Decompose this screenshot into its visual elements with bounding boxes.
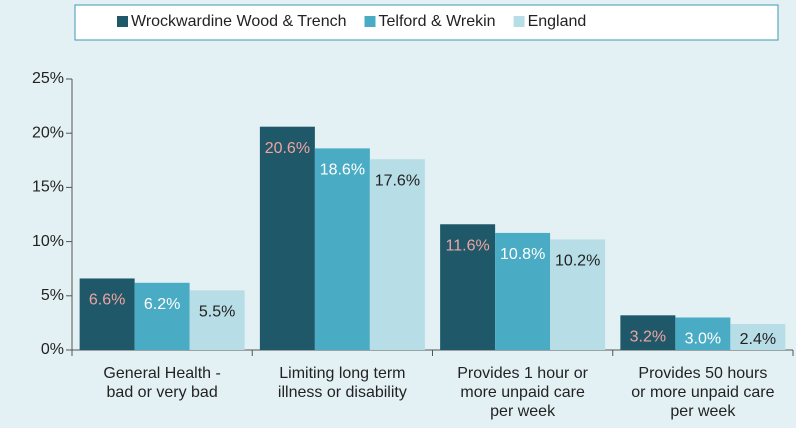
data-label: 11.6% (446, 237, 490, 254)
data-label: 6.2% (144, 296, 180, 313)
legend-swatch (513, 16, 525, 27)
legend-label: Telford & Wrekin (379, 13, 496, 30)
bar (369, 159, 425, 350)
data-label: 18.6% (320, 162, 365, 179)
data-label: 5.5% (199, 304, 235, 321)
data-label: 10.8% (500, 246, 545, 263)
legend-swatch (364, 16, 376, 27)
data-label: 6.6% (89, 292, 125, 309)
y-tick-label: 20% (32, 124, 64, 141)
x-tick-label: Provides 50 hours or more unpaid care per … (631, 365, 774, 420)
bar (440, 224, 496, 350)
y-tick-label: 5% (41, 287, 64, 304)
bar (134, 282, 190, 350)
y-tick-label: 25% (32, 70, 64, 87)
data-label: 3.0% (685, 331, 721, 348)
legend-box (74, 4, 779, 41)
bar (79, 278, 135, 350)
legend-label: England (528, 13, 587, 30)
data-label: 10.2% (555, 253, 600, 270)
data-label: 3.2% (630, 329, 666, 346)
x-tick-label: General Health -bad or very bad (103, 365, 220, 401)
y-tick-label: 0% (41, 341, 64, 358)
bar (620, 315, 676, 350)
x-tick-label: Provides 1 hour or more unpaid care per we… (457, 365, 588, 420)
legend-swatch (117, 16, 128, 27)
x-tick-label: Limiting long term illness or disability (278, 365, 407, 401)
bar (675, 317, 731, 350)
bar (189, 290, 245, 350)
bar (495, 232, 551, 350)
data-label: 20.6% (265, 140, 310, 157)
legend-label: Wrockwardine Wood & Trench (131, 13, 347, 30)
y-tick-label: 10% (32, 233, 64, 250)
y-tick-label: 15% (32, 179, 64, 196)
data-label: 2.4% (740, 331, 776, 348)
bar (259, 126, 315, 350)
bar (314, 148, 370, 350)
bar (550, 239, 606, 350)
bar (730, 323, 786, 350)
data-label: 17.6% (375, 172, 420, 189)
